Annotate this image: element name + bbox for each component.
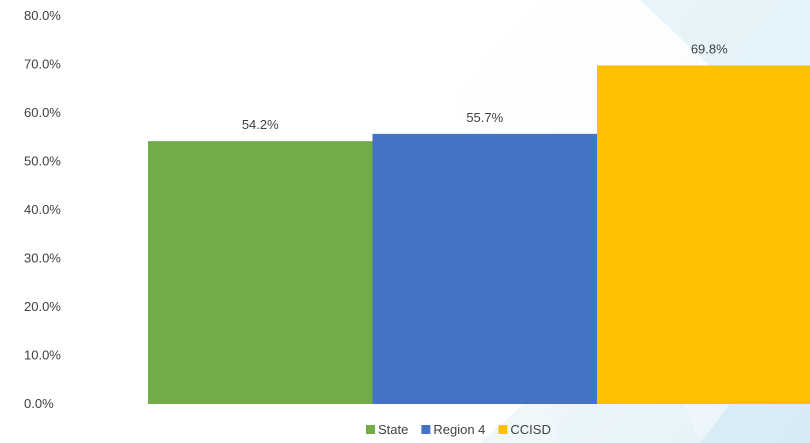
y-tick-label: 0.0% [24, 396, 54, 411]
y-tick-label: 30.0% [24, 251, 61, 266]
legend-item-ccisd: CCISD [498, 422, 551, 437]
data-labels: 54.2% 55.7% 69.8% [242, 41, 728, 132]
legend: State Region 4 CCISD [366, 422, 551, 437]
data-label: 54.2% [242, 117, 279, 132]
legend-item-region-4: Region 4 [421, 422, 485, 437]
y-tick-label: 50.0% [24, 154, 61, 169]
legend-swatch [366, 425, 375, 434]
legend-label: Region 4 [433, 422, 485, 437]
y-tick-label: 10.0% [24, 348, 61, 363]
y-axis: 0.0% 10.0% 20.0% 30.0% 40.0% 50.0% 60.0% 70.0% 8… [24, 8, 61, 411]
data-label: 55.7% [466, 110, 503, 125]
legend-swatch [498, 425, 508, 434]
legend-label: State [378, 422, 408, 437]
y-tick-label: 70.0% [24, 57, 61, 72]
y-tick-label: 20.0% [24, 299, 61, 314]
bar-region-4 [372, 133, 597, 405]
bar-state [148, 141, 373, 404]
legend-swatch [421, 425, 431, 434]
legend-label: CCISD [510, 422, 550, 437]
bar-ccisd [597, 65, 810, 404]
y-tick-label: 60.0% [24, 105, 61, 120]
bars [148, 65, 810, 405]
legend-item-state: State [366, 422, 408, 437]
y-tick-label: 40.0% [24, 202, 61, 217]
y-tick-label: 80.0% [24, 8, 61, 23]
data-label: 69.8% [691, 41, 728, 56]
